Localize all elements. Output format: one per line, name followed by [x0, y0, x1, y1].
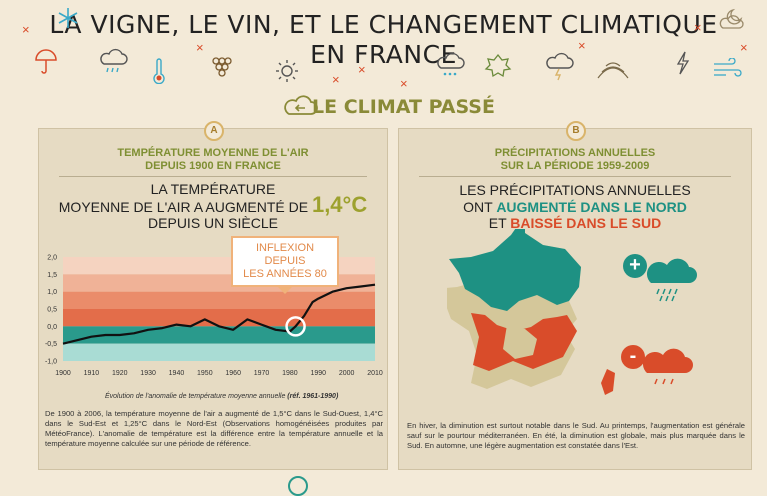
caption-ref: (réf. 1961-1990)	[287, 393, 339, 400]
page-title: LA VIGNE, LE VIN, ET LE CHANGEMENT CLIMA…	[49, 10, 718, 39]
panel-heading-line1: TEMPÉRATURE MOYENNE DE L'AIR	[117, 147, 309, 159]
panel-precipitation: B PRÉCIPITATIONS ANNUELLES SUR LA PÉRIOD…	[398, 121, 752, 470]
minus-circle-icon: -	[621, 345, 645, 369]
wind-icon	[714, 58, 742, 77]
rain-cloud-icon	[642, 348, 693, 385]
plus-circle-icon: +	[623, 254, 647, 278]
y-tick-label: 1,5	[47, 272, 57, 279]
lightning-icon	[676, 51, 690, 75]
statement-text: ET	[488, 215, 507, 231]
statement-text: MOYENNE DE L'AIR A AUGMENTÉ DE	[58, 199, 309, 215]
y-tick-label: 0,0	[47, 324, 57, 331]
y-tick-label: -0,5	[45, 341, 57, 348]
sparkle-icon: ×	[694, 20, 702, 35]
section-title: LE CLIMAT PASSÉ	[312, 96, 495, 118]
body-text: De 1900 à 2006, la température moyenne d…	[45, 409, 383, 448]
panel-heading-line2: DEPUIS 1900 EN FRANCE	[145, 160, 281, 172]
page-title-line2: EN FRANCE	[310, 40, 457, 69]
panel-heading-line1: PRÉCIPITATIONS ANNUELLES	[494, 147, 656, 159]
chart-band	[63, 291, 375, 309]
rain-cloud-icon	[646, 258, 697, 302]
statement-text: ONT	[463, 198, 493, 215]
x-tick-label: 1970	[254, 370, 270, 377]
statement-line2: ONT AUGMENTÉ DANS LE NORD	[399, 199, 751, 216]
vineyard-hill-icon	[597, 62, 629, 79]
vine-leaf-icon	[484, 53, 512, 78]
inflexion-marker	[285, 316, 306, 337]
statement-line3: DEPUIS UN SIÈCLE	[148, 215, 278, 231]
sparkle-icon: ×	[358, 62, 366, 77]
umbrella-icon	[35, 49, 57, 74]
x-tick-label: 1910	[84, 370, 100, 377]
statement: LA TEMPÉRATURE MOYENNE DE L'AIR A AUGMEN…	[39, 181, 387, 231]
grapes-icon	[212, 57, 232, 77]
storm-cloud-icon	[546, 52, 574, 81]
x-tick-label: 1930	[140, 370, 156, 377]
statement-line3: ET BAISSÉ DANS LE SUD	[399, 215, 751, 232]
panel-heading: TEMPÉRATURE MOYENNE DE L'AIR DEPUIS 1900…	[39, 147, 387, 173]
x-tick-label: 1960	[225, 370, 241, 377]
divider	[59, 176, 367, 177]
sparkle-icon: ×	[400, 76, 408, 91]
y-tick-label: 2,0	[47, 255, 57, 262]
x-tick-label: 1920	[112, 370, 128, 377]
storm-cloud-icon	[437, 52, 465, 76]
thermometer-icon	[153, 58, 165, 84]
cloud-arrow-icon	[284, 95, 318, 115]
statement: LES PRÉCIPITATIONS ANNUELLES ONT AUGMENT…	[399, 182, 751, 232]
france-precipitation-map	[447, 229, 615, 395]
chart-band	[63, 343, 375, 361]
moon-cloud-icon	[719, 8, 744, 29]
sun-icon	[276, 60, 298, 82]
x-tick-label: 1940	[169, 370, 185, 377]
sparkle-icon: ×	[22, 22, 30, 37]
panel-badge: A	[204, 121, 224, 141]
body-text: En hiver, la diminution est surtout nota…	[407, 421, 745, 450]
callout-bubble: INFLEXION DEPUIS LES ANNÉES 80	[231, 236, 339, 294]
panel-heading-line2: SUR LA PÉRIODE 1959-2009	[500, 160, 650, 172]
next-section-marker	[288, 476, 308, 496]
sparkle-icon: ×	[578, 38, 586, 53]
y-tick-label: 1,0	[47, 289, 57, 296]
panel-badge: B	[566, 121, 586, 141]
y-tick-label: -1,0	[45, 359, 57, 366]
callout-line1: INFLEXION DEPUIS	[255, 242, 315, 267]
rain-cloud-icon	[100, 48, 128, 73]
statement-line2: MOYENNE DE L'AIR A AUGMENTÉ DE 1,4°C	[39, 194, 387, 216]
sparkle-icon: ×	[332, 72, 340, 87]
x-tick-label: 1980	[282, 370, 298, 377]
x-tick-label: 1900	[55, 370, 71, 377]
sparkle-icon: ×	[196, 40, 204, 55]
statement-decrease: BAISSÉ DANS LE SUD	[510, 215, 662, 231]
statement-line1: LA TEMPÉRATURE	[150, 181, 276, 197]
x-tick-label: 1950	[197, 370, 213, 377]
x-tick-label: 2000	[339, 370, 355, 377]
panel-temperature: A TEMPÉRATURE MOYENNE DE L'AIR DEPUIS 19…	[38, 121, 388, 470]
snowflake-icon	[58, 8, 78, 28]
x-tick-label: 1990	[310, 370, 326, 377]
statement-increase: AUGMENTÉ DANS LE NORD	[496, 198, 687, 215]
statement-line1: LES PRÉCIPITATIONS ANNUELLES	[459, 182, 691, 198]
chart-band	[63, 309, 375, 327]
series-line	[62, 283, 376, 345]
divider	[419, 176, 731, 177]
y-tick-label: 0,5	[47, 307, 57, 314]
caption-text: Évolution de l'anomalie de température m…	[105, 393, 286, 400]
sparkle-icon: ×	[740, 40, 748, 55]
callout-line2: LES ANNÉES 80	[243, 268, 327, 280]
chart-caption: Évolution de l'anomalie de température m…	[105, 393, 385, 400]
panel-heading: PRÉCIPITATIONS ANNUELLES SUR LA PÉRIODE …	[399, 147, 751, 173]
statement-highlight: 1,4°C	[311, 192, 368, 217]
temperature-chart: 2,0 1,5 1,0 0,5 0,0 -0,5 -1,0 1900 1910 1920 1930 1…	[45, 255, 383, 378]
x-tick-label: 2010	[367, 370, 383, 377]
